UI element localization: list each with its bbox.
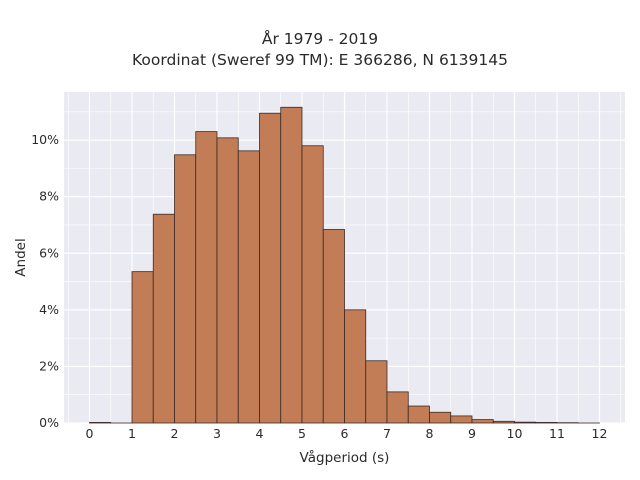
- y-tick-label: 2%: [39, 358, 59, 373]
- histogram-bar: [429, 411, 452, 424]
- x-axis-label: Vågperiod (s): [300, 449, 390, 466]
- histogram-bar: [152, 213, 175, 424]
- histogram-bar: [365, 360, 388, 424]
- x-tick-label: 0: [86, 426, 94, 441]
- histogram-bar: [131, 271, 154, 424]
- y-tick-label: 0%: [39, 415, 59, 430]
- x-tick-labels: 0 1 2 3 4 5 6 7 8 9 10 11 12: [86, 426, 608, 441]
- histogram-bar: [514, 421, 537, 424]
- x-tick-label: 10: [507, 426, 523, 441]
- chart-subtitle: Koordinat (Sweref 99 TM): E 366286, N 61…: [132, 51, 508, 69]
- histogram-bar: [344, 309, 367, 424]
- histogram-bar: [301, 145, 324, 424]
- x-tick-label: 6: [341, 426, 349, 441]
- histogram-bar: [195, 131, 218, 424]
- chart-title: År 1979 - 2019: [261, 30, 379, 48]
- y-tick-labels: 0% 2% 4% 6% 8% 10%: [31, 132, 59, 430]
- histogram-bar: [471, 419, 494, 424]
- histogram-bar: [450, 415, 473, 424]
- histogram-bar: [216, 137, 239, 424]
- bars-group: [89, 106, 600, 424]
- x-tick-label: 7: [383, 426, 391, 441]
- histogram-bar: [407, 405, 430, 424]
- x-tick-label: 2: [171, 426, 179, 441]
- x-tick-label: 1: [128, 426, 136, 441]
- histogram-bar: [386, 391, 409, 424]
- histogram-bar: [237, 150, 260, 424]
- histogram-bar: [492, 420, 515, 424]
- x-tick-label: 3: [213, 426, 221, 441]
- y-tick-label: 4%: [39, 302, 59, 317]
- x-tick-label: 4: [256, 426, 264, 441]
- y-tick-label: 6%: [39, 245, 59, 260]
- x-tick-label: 12: [592, 426, 608, 441]
- y-axis-label: Andel: [13, 238, 29, 276]
- y-tick-label: 8%: [39, 189, 59, 204]
- histogram-bar: [174, 154, 197, 424]
- histogram-bar: [259, 112, 282, 424]
- x-tick-label: 8: [426, 426, 434, 441]
- histogram-bar: [322, 229, 345, 424]
- x-tick-label: 9: [468, 426, 476, 441]
- histogram-bar: [535, 422, 558, 424]
- x-tick-label: 11: [549, 426, 565, 441]
- x-tick-label: 5: [298, 426, 306, 441]
- histogram-bar: [89, 422, 112, 424]
- y-tick-label: 10%: [31, 132, 59, 147]
- histogram-bar: [280, 106, 303, 424]
